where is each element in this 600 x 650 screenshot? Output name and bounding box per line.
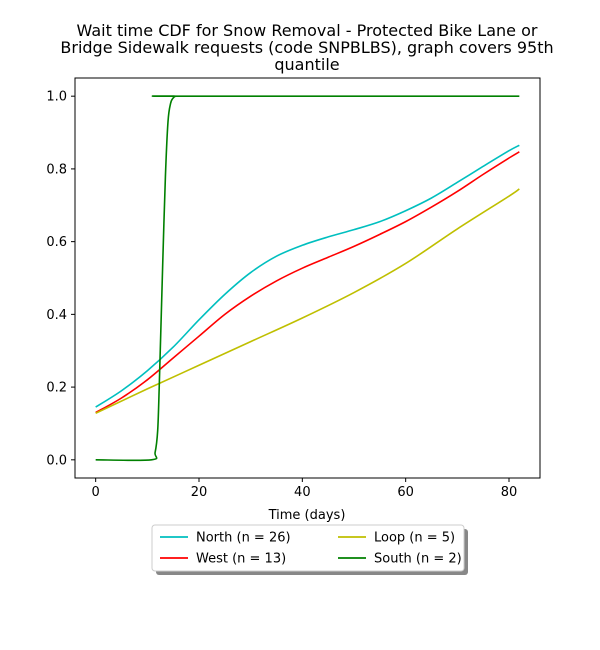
- legend-label: Loop (n = 5): [374, 531, 455, 546]
- legend-label: North (n = 26): [196, 531, 291, 546]
- chart-title-line-2: Bridge Sidewalk requests (code SNPBLBS),…: [60, 38, 553, 57]
- y-tick-label: 0.0: [46, 453, 67, 468]
- x-tick-label: 80: [501, 485, 518, 500]
- plot-area: [75, 78, 540, 478]
- chart-title-line-1: Wait time CDF for Snow Removal - Protect…: [77, 21, 538, 40]
- legend-label: West (n = 13): [196, 552, 286, 567]
- y-tick-label: 0.2: [46, 381, 67, 396]
- x-tick-label: 0: [92, 485, 100, 500]
- y-tick-label: 1.0: [46, 90, 67, 105]
- legend-box: [151, 524, 465, 572]
- y-axis: 0.0 0.2 0.4 0.6 0.8 1.0: [46, 90, 75, 468]
- y-tick-label: 0.4: [46, 308, 67, 323]
- legend-label: South (n = 2): [374, 552, 462, 567]
- legend-items: North (n = 26) West (n = 13) Loop (n = 5) S…: [160, 531, 462, 567]
- series-layer: [95, 95, 520, 462]
- x-tick-label: 40: [294, 485, 311, 500]
- y-tick-label: 0.6: [46, 235, 67, 250]
- y-tick-label: 0.8: [46, 162, 67, 177]
- x-tick-label: 20: [191, 485, 208, 500]
- series-line-north: [95, 144, 520, 408]
- axes-frame: [74, 77, 541, 479]
- series-line-south: [95, 95, 520, 462]
- x-axis-label: Time (days): [268, 508, 346, 523]
- x-axis: 0 20 40 60 80: [92, 478, 518, 500]
- series-line-loop: [95, 188, 520, 414]
- x-tick-label: 60: [397, 485, 414, 500]
- series-line-west: [95, 151, 520, 414]
- legend: North (n = 26) West (n = 13) Loop (n = 5) S…: [151, 524, 468, 575]
- chart-title-line-3: quantile: [274, 55, 339, 74]
